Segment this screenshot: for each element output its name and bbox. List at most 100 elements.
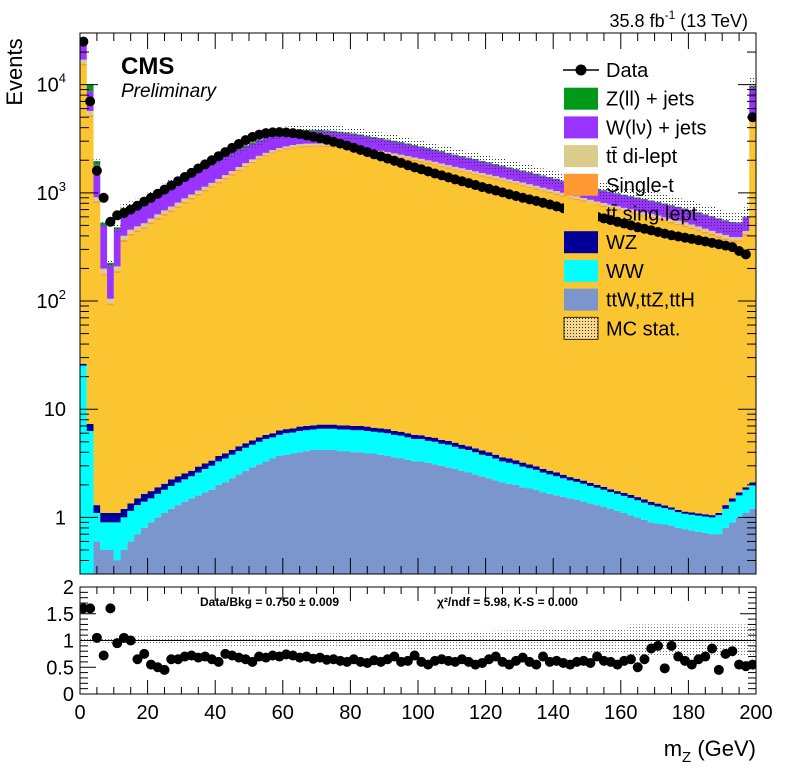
legend-entry-single-t: Single-t	[564, 173, 674, 197]
mc-stat-bin	[634, 188, 642, 210]
lumi-label: 35.8 fb-1 (13 TeV)	[610, 8, 748, 31]
mc-stat-bin	[728, 212, 736, 234]
mc-stat-bin	[370, 131, 378, 144]
legend-label: WZ	[606, 232, 637, 254]
mc-stat-bin	[411, 138, 418, 152]
y-tick-label: 104	[37, 71, 66, 97]
x-axis: 0 20 40 60 80 100 120 140 160 180 200	[74, 587, 773, 724]
ratio-point	[85, 603, 96, 614]
legend-swatch	[564, 173, 598, 196]
data-point	[740, 249, 751, 260]
mc-stat-bin	[600, 182, 608, 200]
ratio-point	[639, 654, 650, 665]
stack-tt-sing-lept	[80, 65, 756, 516]
ratio-point	[247, 656, 258, 667]
mc-stat-bin	[438, 144, 446, 159]
legend-entry-w-l-jets: W(lν) + jets	[564, 116, 707, 139]
y-tick-label: 102	[37, 287, 66, 313]
ratio-point	[139, 648, 150, 659]
mc-stat-bin	[715, 209, 723, 231]
ratio-point	[91, 632, 102, 643]
legend-entry-mc-stat-: MC stat.	[563, 316, 680, 340]
mc-stat-bin	[418, 140, 425, 154]
legend-swatch	[564, 259, 598, 282]
mc-stat-bin	[519, 163, 527, 179]
mc-stat-bin	[242, 140, 249, 151]
mc-stat-bin	[343, 126, 351, 139]
x-axis-top-ticks	[79, 33, 757, 574]
mc-stat-bin	[303, 124, 310, 136]
ratio-point	[713, 664, 724, 675]
legend-label: Z(ll) + jets	[606, 89, 694, 111]
ratio-point	[652, 640, 663, 651]
svg-text:35.8 fb-1 (13 TeV): 35.8 fb-1 (13 TeV)	[610, 8, 748, 31]
ratio-point	[707, 643, 718, 654]
data-points	[80, 36, 756, 260]
ratio-y-tick-label: 0	[63, 684, 74, 706]
mc-stat-bin	[465, 151, 473, 166]
mc-stat-bin	[377, 132, 385, 145]
mc-stat-bin	[451, 148, 459, 163]
mc-stat-bin	[742, 207, 750, 229]
ratio-point	[159, 664, 170, 675]
legend-swatch	[564, 87, 598, 110]
mc-stat-bin	[458, 149, 466, 164]
stack-ttw-ttz-tth	[80, 449, 756, 574]
x-tick-label: 140	[537, 702, 570, 724]
mc-stat-bin	[478, 154, 486, 169]
mc-stat-bin	[404, 137, 412, 151]
mc-stat-bin	[397, 136, 405, 150]
ratio-point	[700, 651, 711, 662]
ratio-y-tick-label: 2	[63, 577, 74, 599]
mc-stat-bin	[735, 213, 743, 235]
legend-swatch	[564, 145, 598, 168]
mc-stat-bin	[654, 192, 662, 214]
x-tick-label: 180	[672, 702, 705, 724]
mc-stat-bin	[323, 124, 331, 137]
legend-entry-z-ll-jets: Z(ll) + jets	[564, 87, 694, 111]
ratio-summary-right: χ²/ndf = 5.98, K-S = 0.000	[437, 595, 578, 609]
mc-stat-bin	[749, 76, 756, 98]
x-tick-label: 60	[272, 702, 294, 724]
ratio-point	[727, 646, 738, 657]
x-tick-label: 120	[469, 702, 502, 724]
y-axis-top: 1 10 102 103 104	[37, 32, 756, 575]
mc-stat-bin	[546, 169, 554, 186]
legend-swatch	[564, 288, 598, 311]
legend-entry-tt-sing-lept: tt̄ sing.lept	[564, 202, 698, 226]
mc-stat-bin	[100, 220, 108, 225]
legend-label: Data	[606, 60, 649, 82]
ratio-point	[531, 659, 542, 670]
legend-swatch	[563, 316, 599, 340]
mc-stat-bin	[431, 143, 439, 157]
mc-stat-bin	[316, 124, 324, 137]
cms-label: CMS	[121, 53, 174, 80]
legend-entry-ttw-ttz-tth: ttW,ttZ,ttH	[564, 288, 695, 312]
mc-stat-bin	[701, 204, 709, 226]
ratio-summary-left: Data/Bkg = 0.750 ± 0.009	[200, 595, 339, 609]
y-axis-ratio: 0 0.5 1 1.5 2	[46, 577, 756, 706]
legend-entry-wz: WZ	[564, 231, 637, 254]
x-tick-label: 100	[401, 702, 434, 724]
mc-stat-bin	[472, 152, 479, 167]
data-point	[98, 192, 109, 203]
stacked-histogram	[80, 39, 756, 574]
legend-entry-tt-di-lept: tt̄ di-lept	[564, 145, 678, 168]
legend-swatch	[564, 231, 598, 254]
mc-stat-bin	[330, 125, 337, 138]
ratio-point	[112, 638, 123, 649]
stack-w-l-jets	[80, 45, 756, 299]
mc-stat-bin	[357, 128, 364, 142]
y-axis-title: Events	[2, 38, 27, 105]
ratio-y-tick-label: 0.5	[46, 657, 74, 679]
mc-stat-bin	[350, 127, 358, 140]
legend-swatch	[564, 202, 598, 225]
mc-stat-bin	[695, 202, 702, 224]
mc-stat-bin	[668, 195, 675, 217]
mc-stat-bin	[526, 165, 533, 181]
legend-marker	[575, 64, 587, 76]
stack-ww	[80, 365, 756, 574]
mc-stat-bin	[390, 134, 398, 148]
legend-swatch	[564, 116, 598, 139]
